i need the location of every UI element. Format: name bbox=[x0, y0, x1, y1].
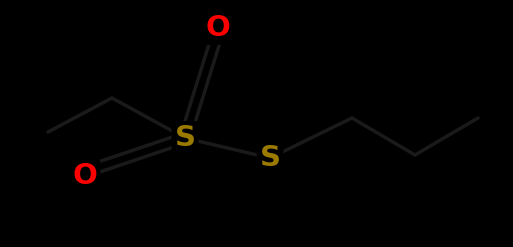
Text: S: S bbox=[260, 144, 281, 172]
Text: O: O bbox=[206, 14, 230, 42]
Text: S: S bbox=[174, 124, 195, 152]
Text: O: O bbox=[72, 162, 97, 190]
